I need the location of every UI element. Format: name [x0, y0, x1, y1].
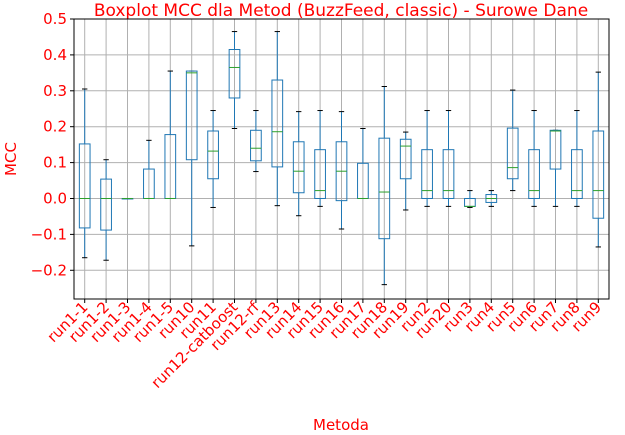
- box-iqr: [378, 137, 391, 240]
- box-run2: [421, 110, 433, 207]
- box-iqr: [207, 130, 219, 180]
- x-axis-ticks: run1-1run1-2run1-3run1-4run1-5run10run11…: [44, 298, 605, 392]
- box-iqr: [421, 149, 433, 199]
- box-iqr: [571, 149, 583, 199]
- box-run1-4: [143, 139, 155, 199]
- box-iqr: [271, 79, 284, 168]
- boxes: [78, 31, 605, 286]
- box-iqr: [528, 149, 540, 199]
- y-tick-label: 0.1: [43, 154, 67, 172]
- box-run13: [271, 31, 284, 207]
- box-run12-rf: [250, 110, 262, 173]
- box-iqr: [314, 149, 326, 199]
- box-run14: [292, 111, 305, 217]
- y-tick-label: 0.3: [43, 82, 67, 100]
- box-run4: [485, 190, 498, 207]
- box-iqr: [185, 70, 198, 161]
- box-run6: [528, 110, 540, 207]
- box-run19: [399, 131, 412, 211]
- y-tick-label: 0.4: [43, 46, 67, 64]
- box-iqr: [399, 138, 412, 180]
- box-run7: [549, 129, 562, 207]
- y-axis-ticks: −0.2 −0.1 0.0 0.1 0.2 0.3 0.4 0.5: [31, 10, 74, 279]
- box-run1-3: [121, 197, 134, 200]
- y-axis-label: MCC: [2, 142, 20, 176]
- box-iqr: [549, 129, 562, 170]
- box-iqr: [442, 149, 455, 199]
- y-tick-label: 0.5: [43, 10, 67, 28]
- box-iqr: [592, 130, 605, 219]
- box-run10: [185, 70, 198, 247]
- chart-title: Boxplot MCC dla Metod (BuzzFeed, classic…: [94, 1, 588, 21]
- box-iqr: [228, 49, 241, 99]
- box-run18: [378, 85, 391, 286]
- y-tick-label: 0.0: [43, 189, 67, 207]
- box-run11: [207, 110, 219, 208]
- box-iqr: [506, 127, 519, 180]
- y-tick-label: −0.2: [31, 261, 67, 279]
- box-run1-5: [164, 70, 177, 199]
- box-run20: [442, 110, 455, 207]
- box-run9: [592, 71, 605, 248]
- box-run17: [357, 127, 369, 199]
- box-run5: [506, 89, 519, 192]
- box-run16: [335, 111, 348, 230]
- box-iqr: [250, 129, 262, 162]
- y-tick-label: −0.1: [31, 225, 67, 243]
- box-iqr: [100, 178, 112, 231]
- box-run8: [571, 110, 583, 207]
- box-iqr: [78, 143, 91, 229]
- box-run12-catboost: [228, 31, 241, 129]
- x-axis-label: Metoda: [313, 416, 369, 434]
- box-run1-2: [100, 159, 112, 261]
- box-run3: [464, 190, 476, 208]
- box-iqr: [292, 141, 305, 194]
- box-run15: [314, 110, 326, 207]
- box-run1-1: [78, 88, 91, 259]
- y-tick-label: 0.2: [43, 118, 67, 136]
